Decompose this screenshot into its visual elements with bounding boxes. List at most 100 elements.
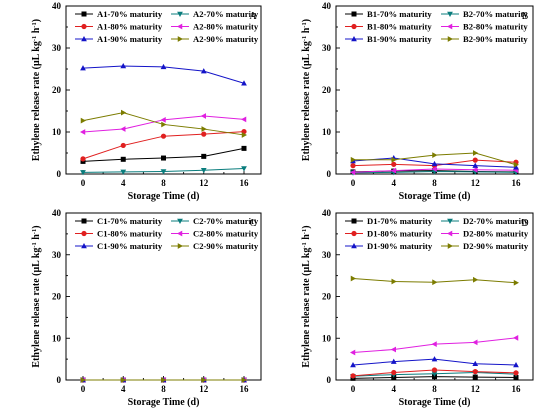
legend: D1-70% maturity D2-70% maturity D1-80% mat… — [345, 216, 529, 251]
legend-marker — [177, 243, 183, 249]
y-tick-label: 30 — [52, 250, 62, 260]
x-tick-label: 4 — [121, 178, 126, 188]
y-axis-label: Ethylene release rate (μL kg-1 h-1) — [301, 225, 313, 367]
data-point — [350, 163, 356, 169]
data-point — [513, 370, 519, 376]
data-point — [160, 133, 167, 139]
data-point — [472, 166, 478, 173]
x-tick-label: 4 — [121, 384, 126, 394]
legend-entry: A2-80% maturity — [171, 22, 259, 32]
data-point — [241, 132, 247, 138]
legend: A1-70% maturity A2-70% maturity A1-80% mat… — [75, 9, 259, 44]
legend-entry: A1-70% maturity — [75, 9, 163, 19]
x-tick-label: 16 — [512, 178, 522, 188]
y-tick-label: 30 — [52, 43, 62, 53]
legend-label: C1-90% maturity — [97, 241, 163, 251]
legend-entry: B2-80% maturity — [441, 22, 528, 32]
data-point — [121, 377, 127, 383]
series-d2-5 — [350, 275, 519, 286]
legend-entry: C2-80% maturity — [171, 229, 259, 239]
panel-a: 0 10 20 30 40 0 4 8 12 16 Storage Time (d) Ethylene… — [31, 1, 262, 202]
x-tick-label: 12 — [471, 178, 481, 188]
legend-marker — [351, 218, 357, 224]
x-axis-label: Storage Time (d) — [128, 191, 200, 202]
legend-marker — [81, 11, 87, 17]
x-tick-label: 4 — [392, 178, 397, 188]
legend-label: C2-90% maturity — [193, 241, 259, 251]
legend-label: A2-90% maturity — [193, 34, 259, 44]
legend-label: C2-80% maturity — [193, 229, 259, 239]
data-point — [161, 377, 167, 383]
data-point — [350, 169, 356, 176]
legend-marker — [177, 218, 183, 224]
x-tick-label: 16 — [512, 384, 522, 394]
data-point — [201, 377, 207, 383]
legend-marker — [351, 243, 357, 249]
series-d2-3 — [350, 334, 519, 356]
data-point — [472, 339, 478, 346]
series-d1-4 — [350, 356, 519, 368]
data-point — [120, 156, 126, 162]
legend-entry: B1-90% maturity — [345, 34, 432, 44]
legend-label: A2-80% maturity — [193, 22, 259, 32]
legend-label: B2-80% maturity — [463, 22, 528, 32]
data-point — [513, 361, 519, 368]
legend-label: A2-70% maturity — [193, 9, 259, 19]
series-a1-0 — [80, 145, 247, 164]
y-tick-label: 40 — [52, 1, 62, 11]
y-tick-label: 20 — [322, 292, 332, 302]
data-point — [513, 374, 519, 380]
legend-entry: A2-90% maturity — [171, 34, 259, 44]
y-tick-label: 0 — [57, 169, 62, 179]
data-point — [391, 156, 397, 163]
legend-label: B2-70% maturity — [463, 9, 528, 19]
data-point — [241, 116, 247, 123]
legend-label: B1-90% maturity — [367, 34, 432, 44]
data-point — [161, 155, 166, 161]
data-point — [391, 278, 397, 285]
legend-label: B1-80% maturity — [367, 22, 432, 32]
data-point — [200, 113, 206, 119]
legend-marker — [447, 243, 453, 249]
y-tick-label: 10 — [322, 127, 332, 137]
legend-entry: C2-90% maturity — [171, 241, 259, 251]
legend-entry: C2-70% maturity — [171, 216, 259, 226]
data-point — [431, 367, 438, 373]
data-point — [241, 80, 247, 86]
legend-marker — [81, 218, 87, 224]
legend-marker — [447, 23, 453, 30]
legend-entry: D2-90% maturity — [441, 241, 529, 251]
data-point — [160, 116, 166, 123]
y-tick-label: 20 — [52, 292, 62, 302]
series-a2-1 — [80, 166, 247, 176]
legend-entry: A1-80% maturity — [75, 22, 163, 32]
data-point — [431, 341, 437, 347]
legend: B1-70% maturity B2-70% maturity B1-80% mat… — [345, 9, 528, 44]
series-b2-3 — [350, 166, 519, 176]
legend-label: B1-70% maturity — [367, 9, 432, 19]
y-tick-label: 40 — [322, 208, 332, 218]
y-tick-label: 10 — [322, 333, 332, 343]
data-point — [80, 170, 86, 176]
data-point — [350, 349, 356, 356]
data-point — [161, 121, 167, 128]
series-a2-3 — [80, 113, 247, 135]
data-point — [473, 150, 479, 156]
x-tick-label: 8 — [432, 178, 437, 188]
y-tick-label: 0 — [327, 375, 332, 385]
legend-label: B2-90% maturity — [463, 34, 528, 44]
legend-entry: B2-90% maturity — [441, 34, 528, 44]
data-point — [390, 346, 396, 353]
x-axis-label: Storage Time (d) — [399, 397, 471, 408]
data-point — [120, 63, 127, 69]
x-tick-label: 8 — [161, 384, 166, 394]
data-point — [431, 160, 438, 167]
panel-label: C — [250, 218, 257, 229]
legend-marker — [81, 23, 87, 30]
data-point — [431, 356, 438, 362]
series-a1-4 — [80, 63, 247, 86]
legend-entry: C1-90% maturity — [75, 241, 163, 251]
data-point — [201, 126, 207, 132]
data-point — [80, 129, 86, 135]
legend-marker — [81, 243, 87, 249]
